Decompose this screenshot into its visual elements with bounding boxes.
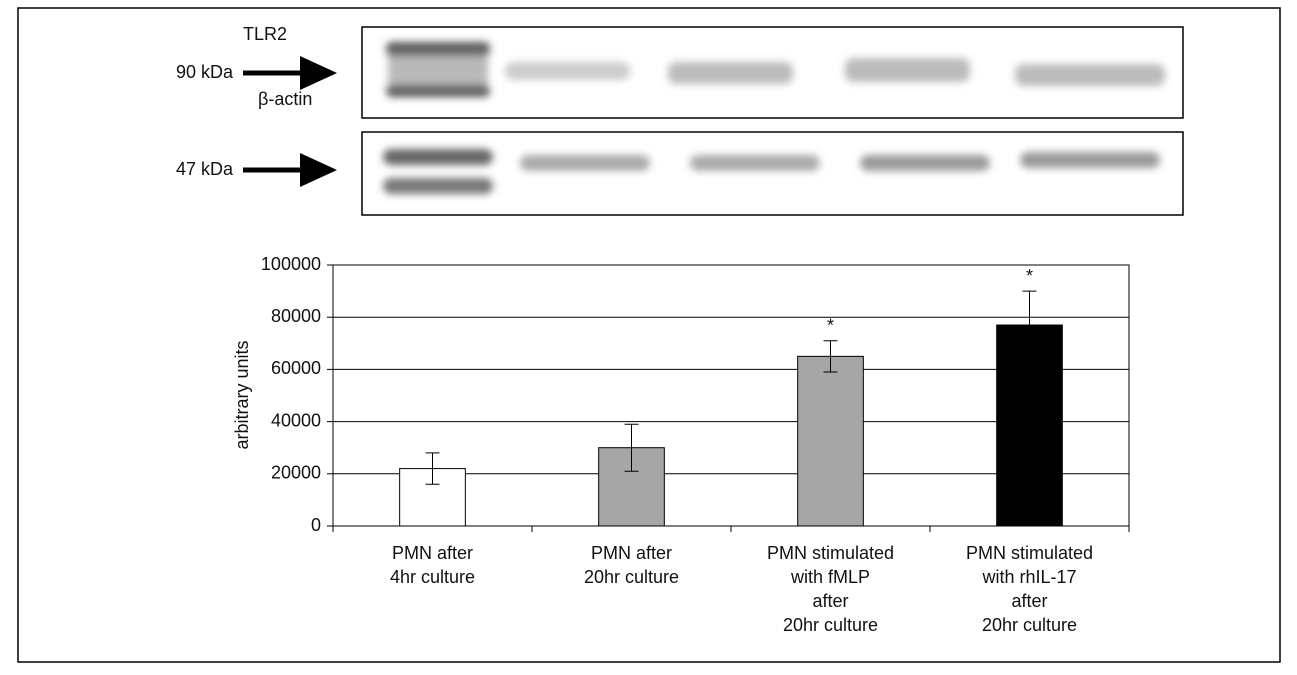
blot-protein: β-actin	[258, 89, 312, 109]
significance-mark: *	[1026, 266, 1033, 286]
x-tick-label: after	[1011, 591, 1047, 611]
blot-size: 90 kDa	[176, 62, 234, 82]
x-tick-label: 4hr culture	[390, 567, 475, 587]
x-tick-label: with fMLP	[790, 567, 870, 587]
x-tick-label: PMN after	[392, 543, 473, 563]
y-tick-label: 40000	[271, 410, 321, 430]
x-tick-label: 20hr culture	[982, 615, 1077, 635]
x-tick-label: PMN after	[591, 543, 672, 563]
page: {"blot": {"rows": [{"protein": "TLR2", "…	[0, 0, 1297, 675]
x-tick-label: PMN stimulated	[767, 543, 894, 563]
y-tick-label: 0	[311, 515, 321, 535]
blot-panel	[362, 132, 1183, 215]
y-tick-label: 60000	[271, 358, 321, 378]
y-tick-label: 80000	[271, 306, 321, 326]
significance-mark: *	[827, 315, 834, 335]
x-tick-label: after	[812, 591, 848, 611]
x-tick-label: PMN stimulated	[966, 543, 1093, 563]
blot-protein: TLR2	[243, 24, 287, 44]
arrow	[243, 56, 337, 187]
blot-size: 47 kDa	[176, 159, 234, 179]
y-tick-label: 100000	[261, 254, 321, 274]
figure: TLR2 90 kDa β-actin 47 kDa arb	[0, 0, 1297, 675]
blot-panel	[362, 27, 1183, 118]
x-tick-label: 20hr culture	[783, 615, 878, 635]
x-tick-label: 20hr culture	[584, 567, 679, 587]
bar	[798, 356, 864, 526]
y-axis-label: arbitrary units	[232, 340, 252, 449]
x-tick-label: with rhIL-17	[981, 567, 1076, 587]
y-tick-label: 20000	[271, 463, 321, 483]
